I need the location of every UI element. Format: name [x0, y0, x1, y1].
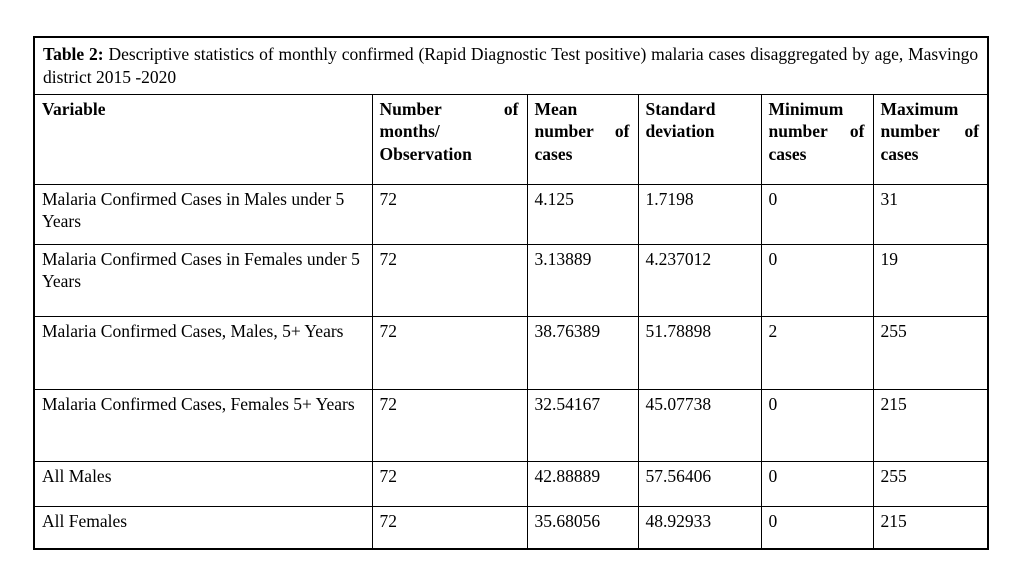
table-caption-label: Table 2: [43, 44, 104, 64]
descriptive-statistics-table: Table 2: Descriptive statistics of month… [33, 36, 990, 550]
cell-std-deviation: 45.07738 [637, 388, 762, 462]
column-header-mean: Mean number of cases [526, 93, 639, 185]
cell-maximum: 255 [872, 460, 989, 507]
column-header-minimum: Minimum number of cases [760, 93, 874, 185]
table-caption-row: Table 2: Descriptive statistics of month… [33, 36, 989, 95]
cell-observations: 72 [371, 183, 528, 245]
cell-mean: 38.76389 [526, 315, 639, 390]
cell-std-deviation: 57.56406 [637, 460, 762, 507]
table-row: All Females 72 35.68056 48.92933 0 215 [33, 505, 989, 550]
table-row: Malaria Confirmed Cases, Females 5+ Year… [33, 388, 989, 462]
cell-minimum: 0 [760, 505, 874, 550]
cell-maximum: 215 [872, 388, 989, 462]
table-row: Malaria Confirmed Cases, Males, 5+ Years… [33, 315, 989, 390]
cell-variable: Malaria Confirmed Cases in Females under… [33, 243, 373, 317]
cell-observations: 72 [371, 315, 528, 390]
table-row: Malaria Confirmed Cases in Males under 5… [33, 183, 989, 245]
cell-observations: 72 [371, 505, 528, 550]
cell-mean: 32.54167 [526, 388, 639, 462]
cell-mean: 3.13889 [526, 243, 639, 317]
table-row: All Males 72 42.88889 57.56406 0 255 [33, 460, 989, 507]
column-header-observations: Number of months/ Observation [371, 93, 528, 185]
cell-std-deviation: 1.7198 [637, 183, 762, 245]
column-header-maximum: Maximum number of cases [872, 93, 989, 185]
cell-mean: 4.125 [526, 183, 639, 245]
column-header-variable: Variable [33, 93, 373, 185]
cell-variable: All Males [33, 460, 373, 507]
cell-minimum: 2 [760, 315, 874, 390]
table-caption-text: Descriptive statistics of monthly confir… [43, 44, 979, 87]
cell-observations: 72 [371, 243, 528, 317]
cell-maximum: 31 [872, 183, 989, 245]
cell-variable: All Females [33, 505, 373, 550]
table-caption: Table 2: Descriptive statistics of month… [33, 36, 989, 95]
table-header-row: Variable Number of months/ Observation M… [33, 93, 989, 185]
cell-variable: Malaria Confirmed Cases, Females 5+ Year… [33, 388, 373, 462]
cell-std-deviation: 4.237012 [637, 243, 762, 317]
cell-mean: 42.88889 [526, 460, 639, 507]
cell-maximum: 215 [872, 505, 989, 550]
cell-mean: 35.68056 [526, 505, 639, 550]
cell-maximum: 19 [872, 243, 989, 317]
cell-minimum: 0 [760, 460, 874, 507]
cell-minimum: 0 [760, 183, 874, 245]
cell-variable: Malaria Confirmed Cases, Males, 5+ Years [33, 315, 373, 390]
cell-minimum: 0 [760, 243, 874, 317]
cell-std-deviation: 51.78898 [637, 315, 762, 390]
cell-std-deviation: 48.92933 [637, 505, 762, 550]
cell-minimum: 0 [760, 388, 874, 462]
cell-maximum: 255 [872, 315, 989, 390]
cell-variable: Malaria Confirmed Cases in Males under 5… [33, 183, 373, 245]
cell-observations: 72 [371, 460, 528, 507]
cell-observations: 72 [371, 388, 528, 462]
table-row: Malaria Confirmed Cases in Females under… [33, 243, 989, 317]
column-header-std-deviation: Standard deviation [637, 93, 762, 185]
